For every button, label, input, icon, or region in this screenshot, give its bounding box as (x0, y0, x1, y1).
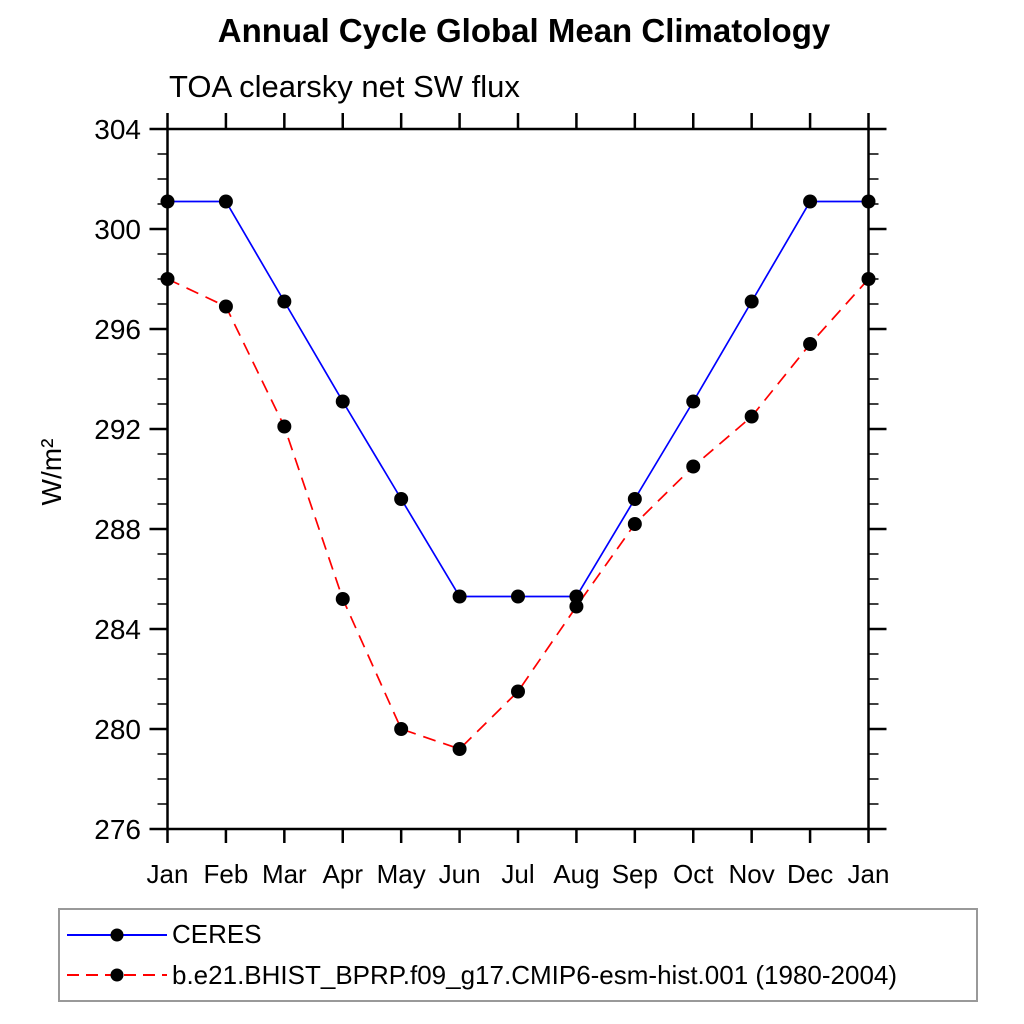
x-tick-label: Apr (323, 859, 364, 889)
x-tick-label: Jul (501, 859, 534, 889)
data-point-marker-model (218, 299, 233, 314)
x-tick-label: Jun (439, 859, 481, 889)
data-point-marker-model (511, 684, 525, 699)
plot-frame (166, 127, 870, 831)
data-point-marker-model (627, 517, 642, 531)
data-point-marker-model (277, 419, 292, 434)
data-point-marker-ceres (861, 194, 876, 209)
data-point-marker-ceres (277, 294, 292, 309)
x-tick-label: Feb (204, 859, 249, 889)
y-tick-label: 288 (94, 514, 141, 545)
data-point-marker-model (686, 459, 701, 474)
data-point-marker-ceres (394, 492, 409, 506)
x-tick-label: Sep (612, 859, 658, 889)
data-point-marker-model (160, 272, 175, 286)
x-tick-label: Nov (729, 859, 775, 889)
data-point-marker-ceres (452, 589, 467, 604)
series-line-model (167, 278, 870, 750)
ceres-sample-marker (110, 928, 124, 942)
y-tick-label: 296 (94, 314, 141, 345)
x-tick-label: Jan (848, 859, 890, 889)
x-tick-label: Mar (262, 859, 307, 889)
legend-item-model: b.e21.BHIST_BPRP.f09_g17.CMIP6-esm-hist.… (65, 960, 976, 991)
data-point-marker-model (803, 337, 818, 351)
y-tick-label: 280 (94, 714, 141, 745)
data-point-marker-model (861, 272, 876, 286)
chart-title: Annual Cycle Global Mean Climatology (217, 12, 831, 49)
x-tick-label: May (377, 859, 426, 889)
x-tick-label: Dec (787, 859, 833, 889)
series-line-ceres (167, 200, 869, 598)
data-point-marker-ceres (686, 394, 701, 409)
x-tick-label: Oct (673, 859, 714, 889)
model-line-sample (67, 968, 167, 982)
legend-item-ceres: CERES (65, 919, 976, 950)
data-point-marker-ceres (803, 194, 818, 209)
legend-label-ceres: CERES (172, 919, 262, 950)
legend-label-model: b.e21.BHIST_BPRP.f09_g17.CMIP6-esm-hist.… (172, 959, 898, 990)
data-point-marker-ceres (627, 492, 642, 506)
chart-subtitle: TOA clearsky net SW flux (169, 69, 520, 104)
data-point-marker-ceres (569, 589, 584, 604)
y-tick-label: 304 (94, 114, 141, 145)
data-point-marker-ceres (218, 194, 233, 209)
x-tick-label: Jan (147, 859, 189, 889)
ceres-line-sample (67, 928, 167, 942)
y-tick-label: 284 (94, 614, 141, 645)
data-point-marker-model (569, 599, 584, 614)
x-tick-label: Aug (553, 859, 599, 889)
data-point-marker-ceres (160, 194, 175, 209)
model-sample-marker (110, 968, 124, 982)
data-point-marker-model (452, 742, 467, 756)
data-point-marker-ceres (511, 589, 525, 604)
y-tick-label: 300 (94, 214, 141, 245)
data-point-marker-model (335, 592, 350, 606)
data-point-marker-ceres (744, 294, 759, 309)
data-point-marker-model (394, 722, 409, 736)
legend-box: CERES b.e21.BHIST_BPRP.f09_g17.CMIP6-esm… (58, 908, 978, 1002)
y-tick-label: 292 (94, 414, 141, 445)
data-point-marker-ceres (335, 394, 350, 409)
y-tick-label: 276 (94, 814, 141, 845)
data-point-marker-model (744, 409, 759, 424)
